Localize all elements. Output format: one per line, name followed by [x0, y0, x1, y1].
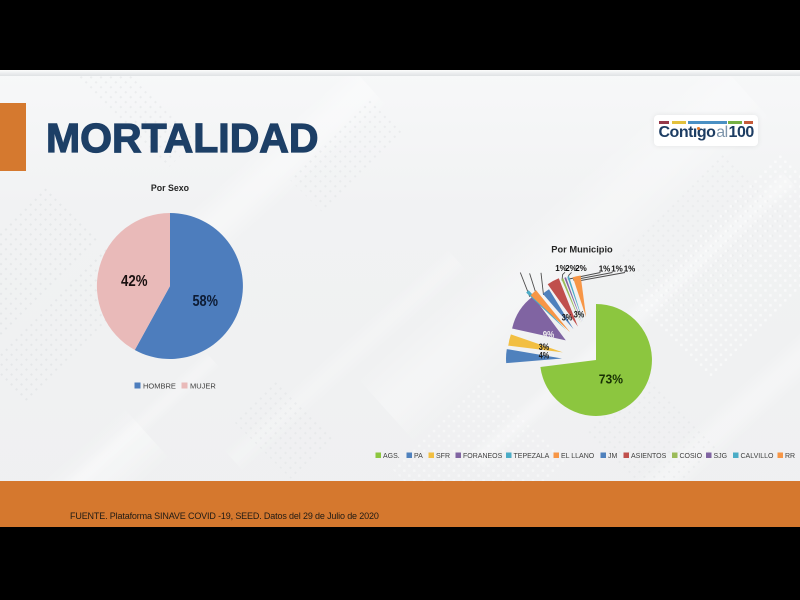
svg-text:42%: 42%: [121, 273, 148, 290]
svg-text:TEPEZALA: TEPEZALA: [514, 453, 550, 460]
svg-text:CALVILLO: CALVILLO: [741, 453, 774, 460]
svg-text:Por Sexo: Por Sexo: [151, 183, 190, 193]
svg-text:JM: JM: [608, 453, 618, 460]
svg-text:1%: 1%: [611, 265, 623, 274]
svg-text:HOMBRE: HOMBRE: [143, 382, 176, 391]
svg-text:58%: 58%: [192, 293, 218, 310]
svg-text:AGS.: AGS.: [383, 453, 400, 460]
svg-text:FORANEOS: FORANEOS: [463, 453, 503, 460]
svg-text:1%: 1%: [555, 264, 567, 273]
svg-text:2%: 2%: [575, 264, 587, 273]
svg-text:PA: PA: [414, 453, 423, 460]
svg-text:1%: 1%: [599, 265, 611, 274]
svg-text:3%: 3%: [562, 313, 573, 324]
svg-text:3%: 3%: [539, 342, 550, 353]
svg-text:MUJER: MUJER: [190, 382, 216, 391]
svg-text:COSIO: COSIO: [680, 453, 703, 460]
svg-text:SJG: SJG: [714, 453, 728, 460]
svg-text:ASIENTOS: ASIENTOS: [631, 453, 667, 460]
svg-text:EL LLANO: EL LLANO: [561, 453, 595, 460]
svg-text:RR: RR: [785, 453, 795, 460]
svg-text:3%: 3%: [574, 310, 585, 321]
svg-text:2%: 2%: [565, 264, 577, 273]
svg-text:SFR: SFR: [436, 453, 450, 460]
svg-text:1%: 1%: [624, 265, 636, 274]
svg-text:73%: 73%: [599, 372, 624, 387]
svg-text:9%: 9%: [543, 330, 555, 341]
svg-text:Por Municipio: Por Municipio: [551, 245, 613, 255]
svg-text:4%: 4%: [539, 351, 550, 362]
